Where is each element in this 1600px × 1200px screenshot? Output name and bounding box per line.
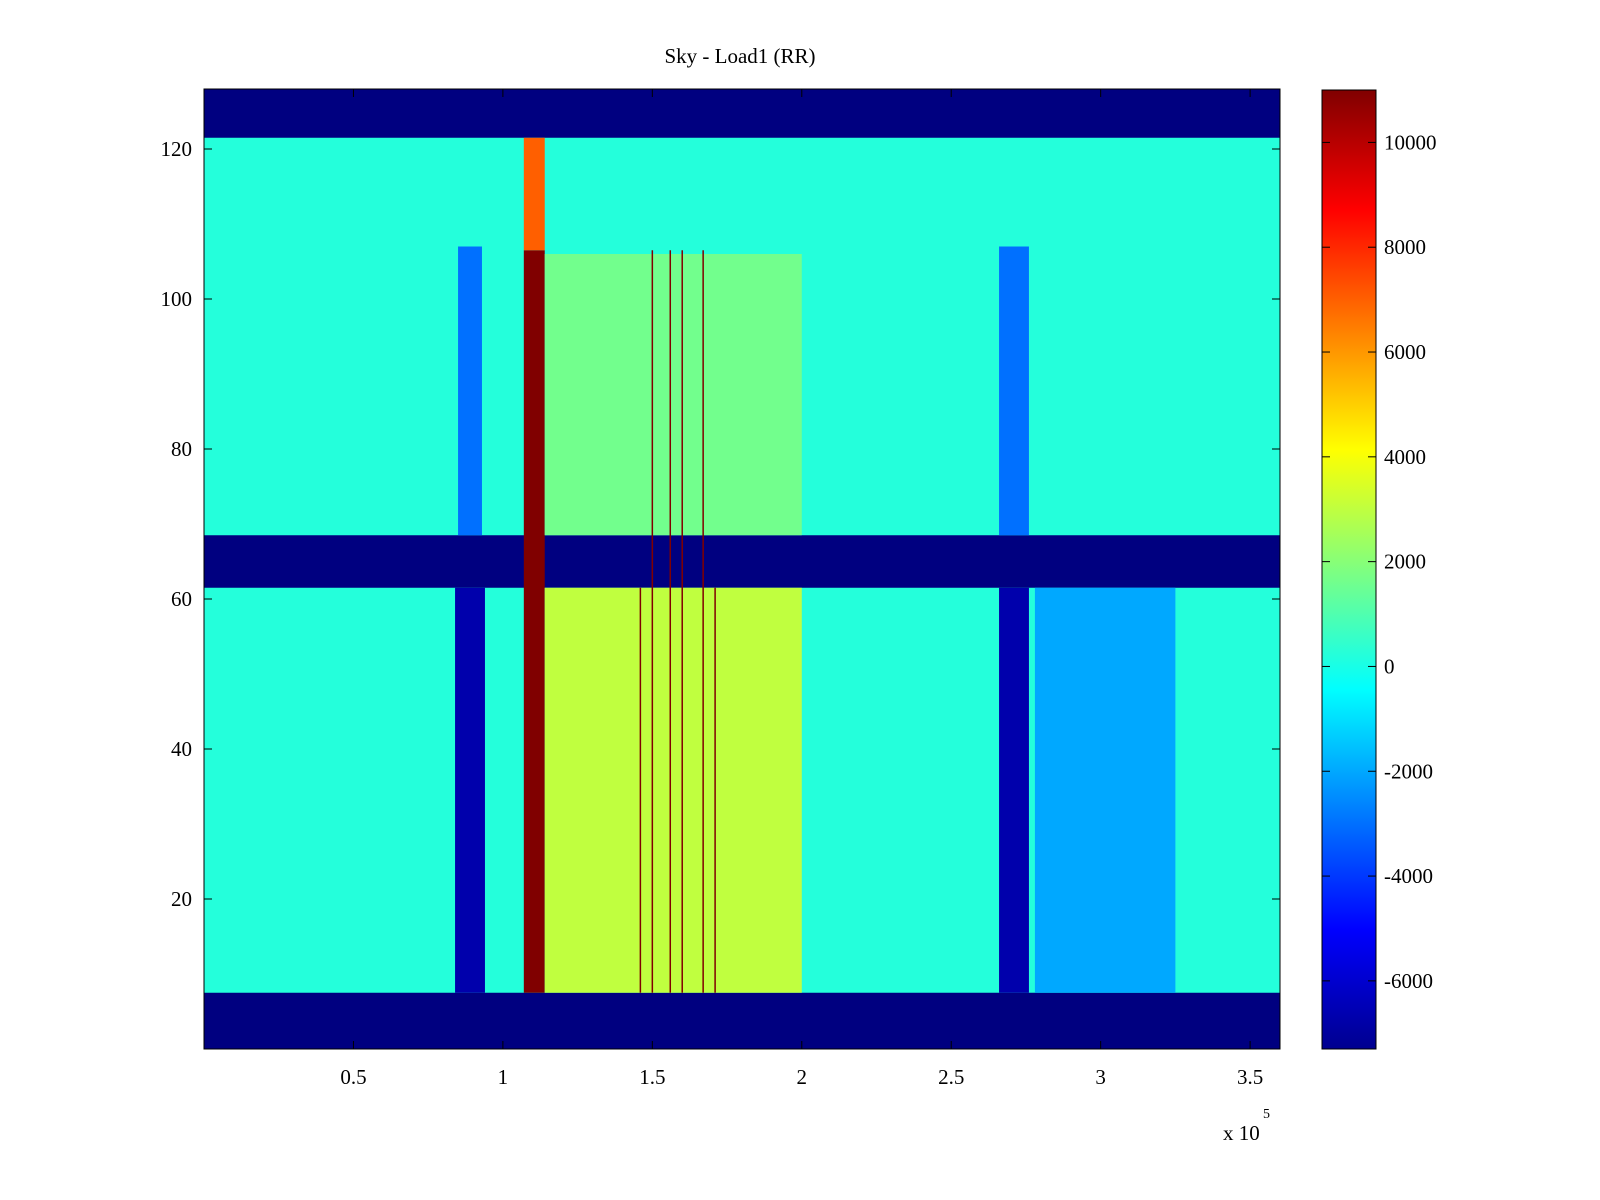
heatmap-plot-area	[204, 89, 1280, 1049]
chart-title: Sky - Load1 (RR)	[664, 44, 815, 68]
heatmap-column-band	[523, 137, 545, 251]
heatmap-column-band	[523, 250, 545, 993]
plot-frame	[203, 88, 1281, 1050]
heatmap-column-band	[1034, 587, 1176, 993]
masked-row-band	[204, 992, 1280, 1049]
colorbar-tick-label: -6000	[1384, 969, 1433, 993]
x-tick-label: 1.5	[639, 1065, 665, 1089]
masked-row-band	[204, 535, 1280, 588]
heatmap-column-band	[458, 246, 482, 536]
y-tick-label: 120	[161, 137, 193, 161]
colorbar-tick-label: 4000	[1384, 445, 1426, 469]
y-tick-label: 80	[171, 437, 192, 461]
colorbar-axis: -6000 -4000 -2000 0 2000 4000 6000 8000 10000	[1322, 130, 1437, 993]
colorbar-tick-label: 8000	[1384, 235, 1426, 259]
x-multiplier-exponent: 5	[1263, 1107, 1270, 1122]
masked-row-band	[204, 89, 1280, 138]
y-tick-label: 40	[171, 737, 192, 761]
colorbar-tick-label: 6000	[1384, 340, 1426, 364]
x-tick-label: 3	[1095, 1065, 1106, 1089]
colorbar-tick-label: -2000	[1384, 759, 1433, 783]
heatmap-column-band	[999, 587, 1029, 993]
colorbar-tick-label: 2000	[1384, 550, 1426, 574]
x-tick-label: 1	[498, 1065, 509, 1089]
x-multiplier-label: x 10	[1223, 1121, 1260, 1145]
heatmap-column-band	[544, 254, 802, 536]
x-tick-label: 3.5	[1237, 1065, 1263, 1089]
heatmap-column-band	[999, 246, 1029, 536]
x-tick-label: 2	[797, 1065, 808, 1089]
heatmap-column-band	[544, 587, 802, 993]
colorbar-tick-label: -4000	[1384, 864, 1433, 888]
x-tick-label: 2.5	[938, 1065, 964, 1089]
y-tick-label: 100	[161, 287, 193, 311]
y-tick-label: 60	[171, 587, 192, 611]
heatmap-column-band	[455, 587, 485, 993]
colorbar-tick-label: 0	[1384, 654, 1395, 678]
x-tick-label: 0.5	[340, 1065, 366, 1089]
x-axis: 0.5 1 1.5 2 2.5 3 3.5	[340, 89, 1263, 1089]
y-axis: 20 40 60 80 100 120	[161, 137, 1280, 911]
colorbar-tick-label: 10000	[1384, 130, 1437, 154]
colorbar	[1321, 89, 1377, 1050]
y-tick-label: 20	[171, 887, 192, 911]
